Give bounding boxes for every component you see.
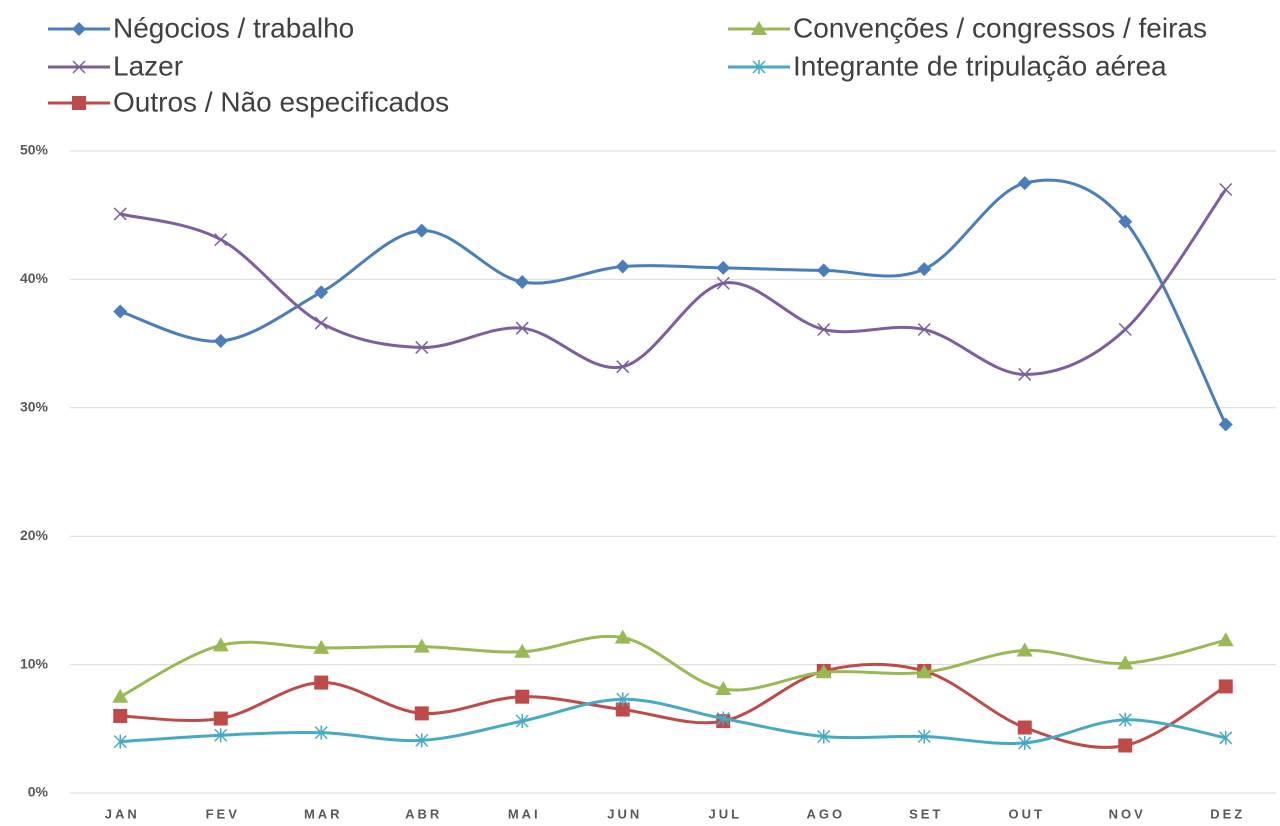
point-marker [113, 304, 128, 319]
point-marker [213, 334, 228, 349]
y-tick-label: 20% [20, 527, 49, 543]
x-tick-label: FEV [206, 806, 240, 821]
point-marker [314, 675, 329, 690]
point-marker [1118, 738, 1133, 753]
point-marker [113, 708, 128, 723]
series-line [119, 178, 1228, 426]
point-marker [1118, 214, 1133, 229]
point-marker [616, 360, 630, 374]
x-tick-label: JUN [607, 806, 642, 821]
point-marker [314, 285, 329, 300]
point-marker [515, 714, 529, 729]
y-tick-label: 0% [28, 784, 49, 800]
point-marker [816, 263, 831, 278]
series-line [119, 634, 1227, 699]
point-marker [1017, 720, 1032, 735]
point-marker [1219, 182, 1233, 197]
point-marker [1118, 322, 1132, 337]
x-tick-label: JAN [105, 806, 140, 821]
x-tick-label: DEZ [1210, 806, 1245, 821]
legend-marker [72, 96, 86, 110]
point-marker [415, 340, 429, 354]
point-marker [414, 223, 429, 238]
x-tick-label: ABR [405, 806, 442, 821]
point-marker [212, 637, 229, 652]
point-marker [716, 711, 730, 726]
point-marker [1118, 712, 1132, 727]
point-marker [615, 702, 630, 717]
point-marker [314, 316, 328, 330]
point-marker [313, 639, 330, 654]
legend-label: Integrante de tripulação aérea [793, 50, 1167, 81]
y-tick-label: 40% [20, 270, 49, 286]
point-marker [715, 680, 732, 695]
y-tick-label: 10% [20, 655, 49, 671]
legend-marker [72, 60, 86, 74]
point-marker [515, 689, 530, 704]
point-marker [1017, 176, 1032, 191]
legend-label: Négocios / trabalho [113, 12, 354, 43]
point-marker [1016, 642, 1033, 657]
legend-label: Lazer [113, 50, 183, 81]
point-marker [614, 629, 631, 644]
x-tick-label: NOV [1109, 806, 1146, 821]
series-line [120, 697, 1227, 745]
point-marker [916, 664, 933, 679]
x-tick-label: MAR [304, 806, 343, 821]
x-tick-label: JUL [708, 806, 742, 821]
point-marker [414, 706, 429, 721]
point-marker [113, 734, 127, 749]
point-marker [1018, 367, 1032, 381]
point-marker [413, 638, 430, 653]
x-tick-label: SET [909, 806, 943, 821]
point-marker [1218, 679, 1233, 694]
point-marker [817, 729, 831, 744]
point-marker [716, 260, 731, 275]
series-line [120, 662, 1227, 749]
legend-marker [751, 21, 767, 35]
legend-marker [72, 22, 86, 36]
point-marker [817, 322, 831, 337]
series-line [119, 188, 1227, 376]
y-tick-label: 30% [20, 399, 49, 415]
x-tick-label: MAI [508, 806, 541, 821]
point-marker [1219, 730, 1233, 745]
point-marker [815, 664, 832, 679]
point-marker [314, 725, 328, 740]
point-marker [917, 729, 931, 744]
point-marker [1218, 417, 1233, 432]
point-marker [514, 643, 531, 658]
x-tick-label: AGO [806, 806, 845, 821]
legend-label: Outros / Não especificados [113, 86, 449, 117]
legend-marker [752, 60, 766, 74]
point-marker [214, 233, 228, 247]
point-marker [113, 207, 127, 221]
point-marker [917, 262, 932, 277]
x-tick-label: OUT [1009, 806, 1045, 821]
point-marker [615, 259, 630, 274]
y-tick-label: 50% [20, 142, 49, 158]
point-marker [716, 276, 730, 290]
point-marker [1018, 735, 1032, 750]
point-marker [415, 733, 429, 748]
point-marker [616, 692, 630, 707]
legend-label: Convenções / congressos / feiras [793, 12, 1207, 43]
point-marker [213, 711, 228, 726]
point-marker [917, 322, 931, 337]
point-marker [112, 688, 129, 703]
point-marker [515, 274, 530, 289]
point-marker [515, 321, 529, 335]
point-marker [1217, 632, 1234, 647]
point-marker [214, 728, 228, 743]
point-marker [1117, 655, 1134, 670]
